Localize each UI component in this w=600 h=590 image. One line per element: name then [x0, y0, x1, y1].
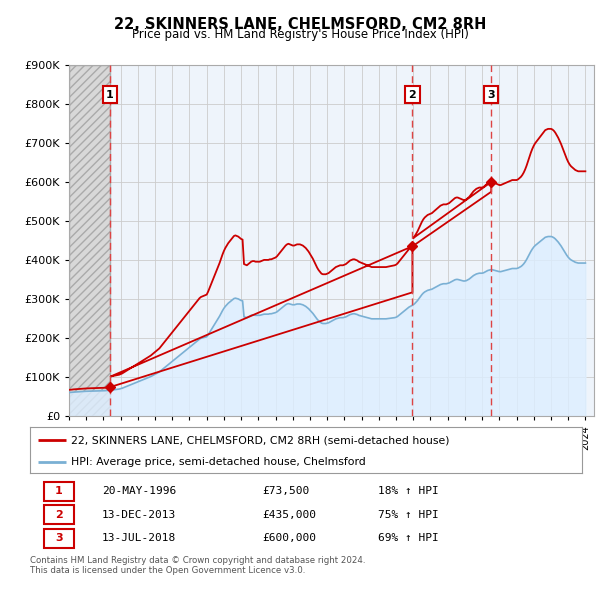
- Text: 13-JUL-2018: 13-JUL-2018: [102, 533, 176, 543]
- Text: 75% ↑ HPI: 75% ↑ HPI: [378, 510, 439, 520]
- Text: 18% ↑ HPI: 18% ↑ HPI: [378, 486, 439, 496]
- FancyBboxPatch shape: [44, 505, 74, 525]
- Text: 3: 3: [487, 90, 495, 100]
- Text: 20-MAY-1996: 20-MAY-1996: [102, 486, 176, 496]
- Bar: [69, 65, 110, 416]
- Text: £600,000: £600,000: [262, 533, 316, 543]
- Text: 22, SKINNERS LANE, CHELMSFORD, CM2 8RH (semi-detached house): 22, SKINNERS LANE, CHELMSFORD, CM2 8RH (…: [71, 435, 450, 445]
- Text: 2: 2: [55, 510, 63, 520]
- FancyBboxPatch shape: [44, 529, 74, 548]
- Text: 22, SKINNERS LANE, CHELMSFORD, CM2 8RH: 22, SKINNERS LANE, CHELMSFORD, CM2 8RH: [114, 17, 486, 31]
- Text: HPI: Average price, semi-detached house, Chelmsford: HPI: Average price, semi-detached house,…: [71, 457, 366, 467]
- Text: £73,500: £73,500: [262, 486, 309, 496]
- Text: 3: 3: [55, 533, 63, 543]
- Text: Price paid vs. HM Land Registry's House Price Index (HPI): Price paid vs. HM Land Registry's House …: [131, 28, 469, 41]
- Text: 1: 1: [55, 486, 63, 496]
- Text: This data is licensed under the Open Government Licence v3.0.: This data is licensed under the Open Gov…: [30, 566, 305, 575]
- Text: 2: 2: [409, 90, 416, 100]
- Text: Contains HM Land Registry data © Crown copyright and database right 2024.: Contains HM Land Registry data © Crown c…: [30, 556, 365, 565]
- FancyBboxPatch shape: [44, 481, 74, 501]
- Text: £435,000: £435,000: [262, 510, 316, 520]
- Text: 69% ↑ HPI: 69% ↑ HPI: [378, 533, 439, 543]
- Text: 1: 1: [106, 90, 114, 100]
- Text: 13-DEC-2013: 13-DEC-2013: [102, 510, 176, 520]
